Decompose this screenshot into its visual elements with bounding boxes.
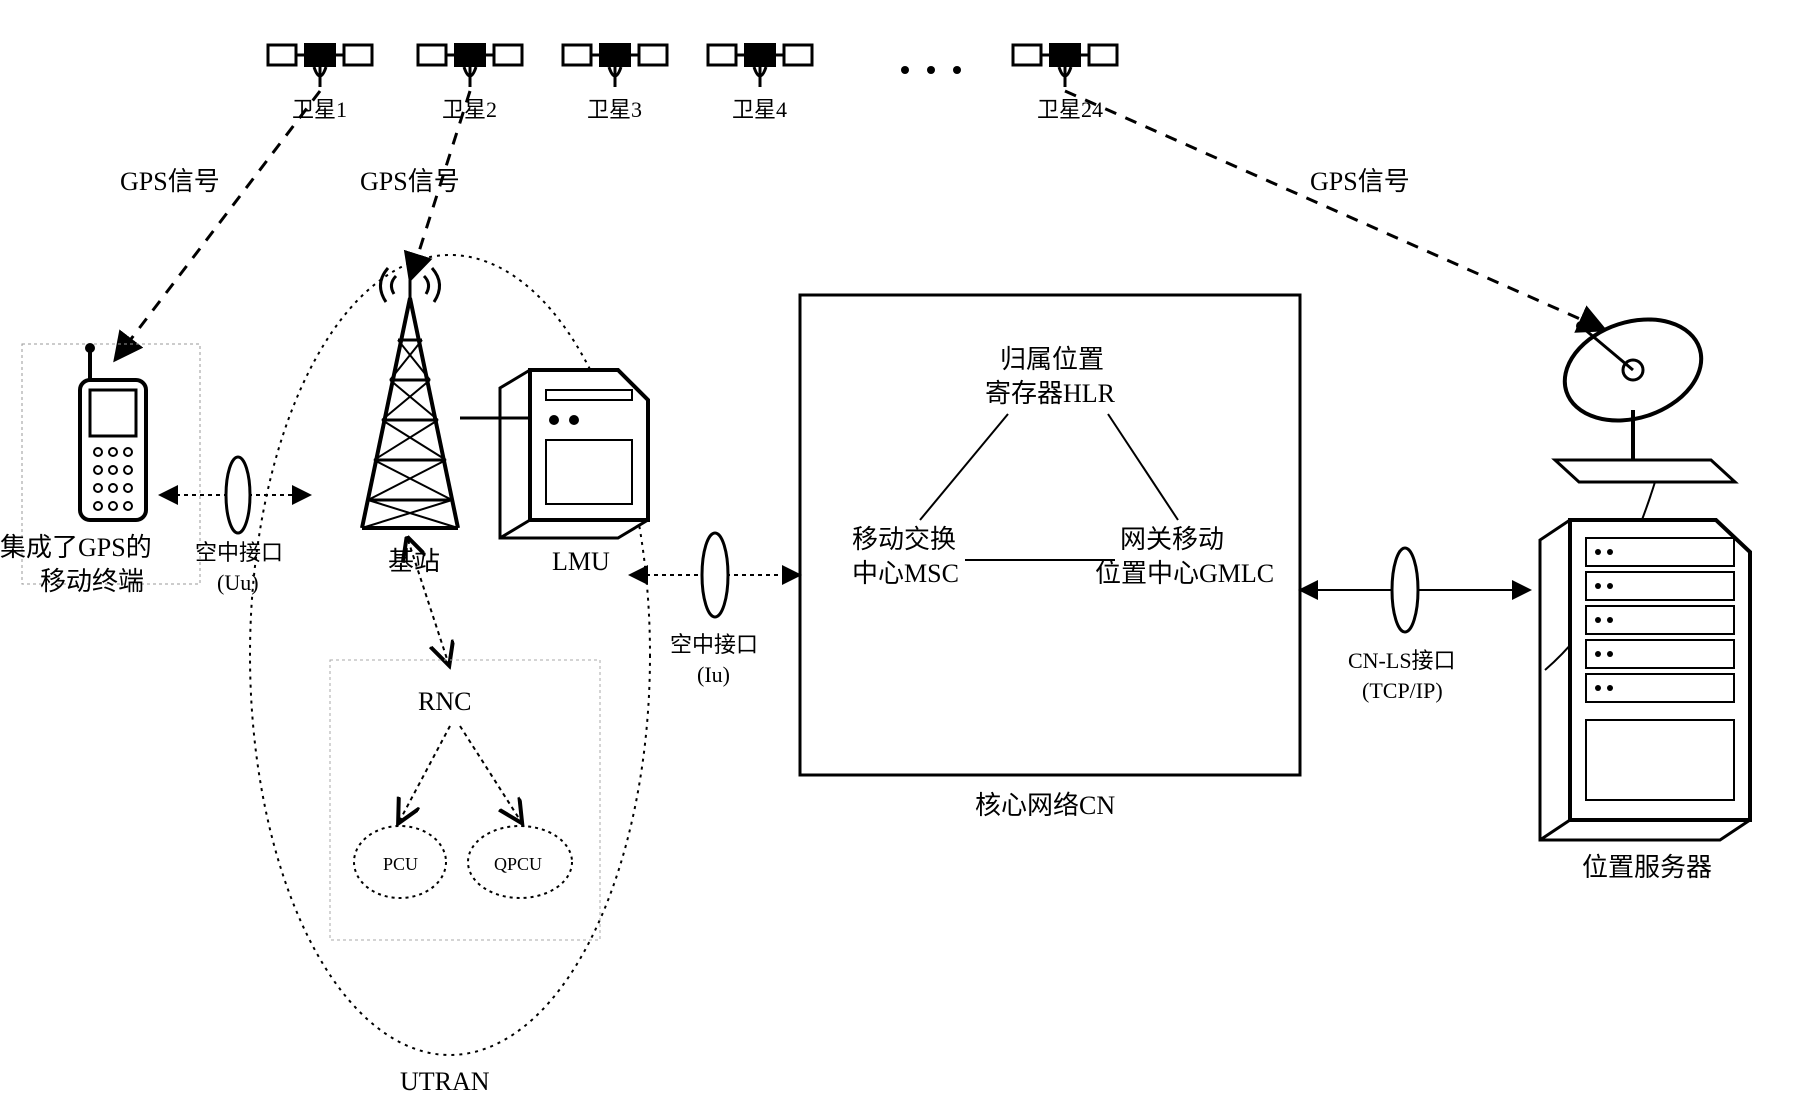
phone-icon	[80, 343, 146, 520]
utran-label: UTRAN	[400, 1067, 490, 1096]
qpcu-label: QPCU	[494, 854, 542, 874]
server-label: 位置服务器	[1582, 853, 1712, 882]
ellipsis-dot	[927, 66, 935, 74]
gps-link-label: GPS信号	[120, 167, 220, 196]
satellite-icon: 卫星2	[418, 43, 522, 122]
iu-label-1: 空中接口	[670, 632, 758, 657]
interface-cnls: CN-LS接口 (TCP/IP)	[1300, 548, 1530, 703]
satellite-label: 卫星4	[732, 97, 787, 122]
satellite-icon: 卫星1	[268, 43, 372, 122]
cnls-label1: CN-LS接口	[1348, 648, 1456, 673]
satellites-group: 卫星1 卫星2 卫星3 卫星4 卫星24	[268, 43, 1117, 122]
msc-label2: 中心MSC	[852, 559, 959, 588]
gmlc-label2: 位置中心GMLC	[1095, 559, 1274, 588]
iu-label-2: (Iu)	[697, 662, 730, 687]
msc-label1: 移动交换	[852, 525, 956, 554]
gps-links-group: GPS信号 GPS信号 GPS信号	[115, 91, 1605, 360]
lmu-label: LMU	[552, 547, 610, 576]
basestation-label: 基站	[388, 547, 440, 576]
pcu-label: PCU	[383, 854, 418, 874]
terminal-group: 集成了GPS的 移动终端	[0, 343, 200, 596]
gps-link-label: GPS信号	[360, 167, 460, 196]
interface-iu: 空中接口 (Iu)	[630, 533, 800, 687]
terminal-label-1: 集成了GPS的	[0, 533, 152, 562]
uu-label-1: 空中接口	[195, 540, 283, 565]
satellite-icon: 卫星24	[1013, 43, 1117, 122]
satellite-icon: 卫星3	[563, 43, 667, 122]
terminal-label-2: 移动终端	[40, 567, 144, 596]
rnc-group: RNC PCU QPCU	[330, 660, 600, 940]
interface-uu: 空中接口 (Uu)	[160, 457, 310, 595]
satellite-label: 卫星24	[1037, 97, 1103, 122]
lmu-icon: LMU	[500, 370, 648, 576]
ellipsis-dot	[901, 66, 909, 74]
gps-link-label: GPS信号	[1310, 167, 1410, 196]
hlr-label1: 归属位置	[1000, 345, 1104, 374]
cnls-label2: (TCP/IP)	[1362, 678, 1443, 703]
network-diagram-svg: 卫星1 卫星2 卫星3 卫星4 卫星24 GPS信号 GPS信号 GPS信号 集成了GPS的…	[0, 0, 1794, 1100]
core-network-group: 核心网络CN 归属位置 寄存器HLR 移动交换 中心MSC 网关移动 位置中心G…	[800, 295, 1300, 820]
ellipsis-dot	[953, 66, 961, 74]
rnc-label: RNC	[418, 687, 471, 716]
basestation-icon: 基站	[362, 268, 458, 576]
satellite-icon: 卫星4	[708, 43, 812, 122]
satellite-label: 卫星2	[442, 97, 497, 122]
gps-link	[115, 91, 320, 360]
satellite-label: 卫星3	[587, 97, 642, 122]
gmlc-label1: 网关移动	[1120, 525, 1224, 554]
hlr-label2: 寄存器HLR	[985, 379, 1116, 408]
cn-label: 核心网络CN	[975, 791, 1115, 820]
server-icon: 位置服务器	[1540, 520, 1750, 882]
